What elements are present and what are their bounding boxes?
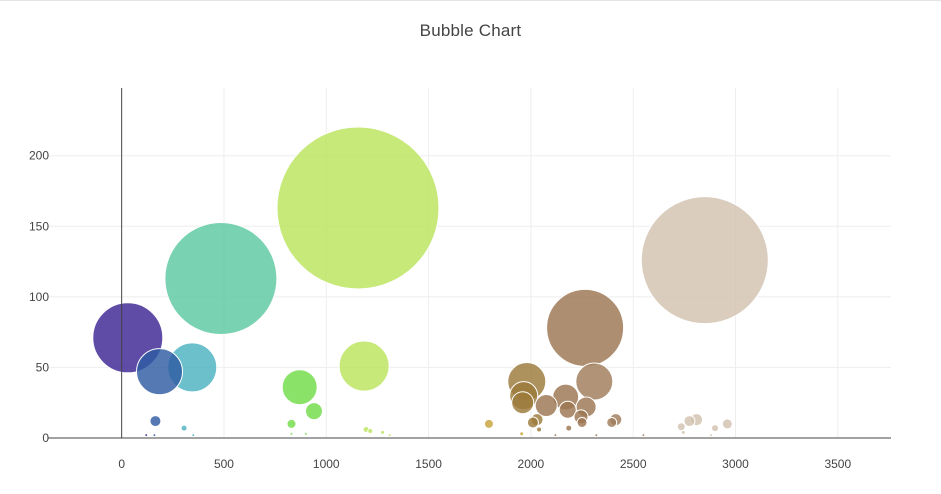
bubble-point[interactable] — [708, 433, 713, 438]
y-tick-label: 200 — [29, 149, 49, 163]
y-tick-label: 0 — [42, 431, 49, 445]
x-tick-label: 3000 — [722, 457, 749, 471]
x-tick-label: 1500 — [415, 457, 442, 471]
bubble-point[interactable] — [338, 340, 390, 392]
bubble-point[interactable] — [676, 422, 686, 432]
bubble-point[interactable] — [149, 415, 162, 428]
bubble-point[interactable] — [711, 424, 720, 433]
bubble-point[interactable] — [536, 426, 543, 433]
bubble-point[interactable] — [519, 431, 525, 437]
bubble-point[interactable] — [191, 433, 196, 438]
y-tick-label: 50 — [36, 360, 50, 374]
x-tick-label: 3500 — [824, 457, 851, 471]
x-tick-label: 2000 — [518, 457, 545, 471]
bubble-point[interactable] — [276, 126, 440, 290]
bubble-point[interactable] — [575, 362, 614, 401]
bubble-point[interactable] — [380, 429, 386, 435]
bubble-point[interactable] — [565, 424, 573, 432]
bubble-point[interactable] — [281, 369, 318, 406]
bubble-point[interactable] — [526, 416, 539, 429]
y-tick-label: 150 — [29, 219, 49, 233]
bubble-point[interactable] — [606, 416, 618, 428]
bubble-point[interactable] — [303, 431, 308, 436]
bubble-point[interactable] — [164, 222, 278, 336]
bubble-point[interactable] — [286, 418, 297, 429]
bubble-point[interactable] — [152, 433, 157, 438]
bubble-point[interactable] — [546, 288, 625, 367]
bubble-point[interactable] — [483, 418, 494, 429]
chart-title: Bubble Chart — [419, 21, 522, 40]
bubble-point[interactable] — [511, 391, 535, 415]
bubble-point[interactable] — [534, 394, 558, 418]
tick-labels: 0 500 1000 1500 2000 2500 3000 3500 0 50 100 150 200 — [29, 149, 852, 471]
y-tick-label: 100 — [29, 290, 49, 304]
bubble-point[interactable] — [576, 416, 588, 428]
bubble-point[interactable] — [136, 348, 184, 396]
bubble-point[interactable] — [683, 415, 696, 428]
bubble-point[interactable] — [641, 433, 646, 438]
bubble-point[interactable] — [553, 433, 558, 438]
bubble-point[interactable] — [367, 427, 374, 434]
bubble-point[interactable] — [680, 429, 686, 435]
bubble-point[interactable] — [180, 424, 188, 432]
x-tick-label: 0 — [118, 457, 125, 471]
x-tick-label: 1000 — [313, 457, 340, 471]
axes — [48, 88, 891, 439]
bubble-point[interactable] — [594, 433, 599, 438]
bubble-point[interactable] — [144, 433, 149, 438]
x-tick-label: 500 — [214, 457, 234, 471]
bubble-series — [92, 126, 769, 438]
x-tick-label: 2500 — [620, 457, 647, 471]
bubble-point[interactable] — [304, 402, 323, 421]
bubble-point[interactable] — [721, 418, 733, 430]
bubble-point[interactable] — [289, 431, 294, 436]
bubble-point[interactable] — [387, 433, 392, 438]
bubble-point[interactable] — [640, 196, 769, 325]
top-border — [0, 0, 941, 1]
bubble-point[interactable] — [558, 400, 577, 419]
